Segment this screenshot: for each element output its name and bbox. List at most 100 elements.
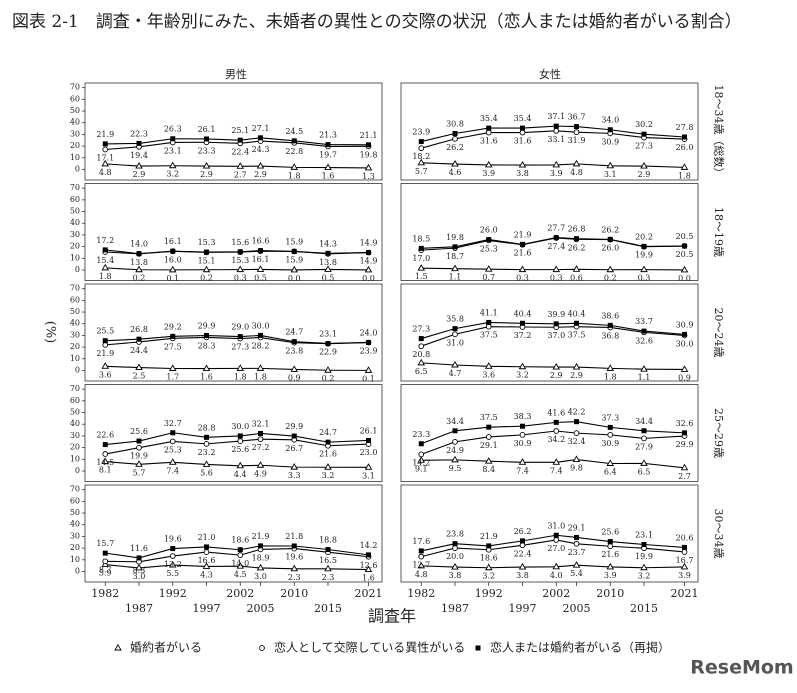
value-label: 4.8	[99, 168, 112, 177]
value-label: 3.9	[550, 169, 563, 178]
value-label: 15.3	[198, 238, 216, 247]
value-label: 29.9	[676, 440, 694, 449]
value-label: 30.0	[252, 321, 270, 330]
triangle-marker	[572, 159, 581, 167]
y-tick-label: 50	[70, 508, 80, 517]
value-label: 23.0	[360, 448, 378, 457]
value-label: 16.5	[319, 556, 337, 565]
triangle-marker	[256, 161, 265, 169]
square-marker	[170, 248, 176, 254]
panel-frame	[84, 283, 383, 382]
square-marker	[325, 547, 331, 553]
value-label: 18.7	[446, 252, 464, 261]
value-label: 4.8	[570, 168, 583, 177]
circle-marker	[102, 342, 109, 348]
triangle-marker	[417, 264, 426, 271]
triangle-marker	[606, 161, 615, 169]
value-label: 1.7	[166, 372, 179, 381]
y-tick-label: 0	[75, 566, 80, 575]
value-label: 1.3	[362, 172, 375, 181]
x-tick-label: 1997	[193, 602, 221, 615]
triangle-marker	[518, 265, 527, 273]
value-label: 33.1	[547, 135, 565, 144]
value-label: 20.0	[446, 552, 464, 561]
value-label: 1.1	[638, 373, 651, 382]
square-marker	[102, 247, 108, 253]
value-label: 18.5	[412, 234, 430, 243]
triangle-marker	[451, 264, 459, 272]
y-tick-label: 0	[75, 466, 80, 475]
triangle-marker	[364, 463, 373, 470]
triangle-marker	[572, 265, 581, 272]
y-tick-label: 70	[70, 384, 80, 393]
circle-marker	[607, 543, 614, 550]
square-marker	[418, 441, 424, 447]
value-label: 22.4	[514, 549, 532, 558]
value-label: 2.3	[322, 573, 335, 582]
triangle-marker	[680, 463, 689, 471]
square-marker	[291, 248, 297, 254]
value-label: 3.9	[604, 571, 617, 580]
circle-marker	[203, 441, 210, 447]
value-label: 3.2	[516, 371, 529, 380]
y-tick-label: 60	[70, 396, 80, 405]
value-label: 28.2	[252, 342, 270, 351]
value-label: 12.6	[360, 561, 378, 570]
circle-marker	[553, 537, 560, 543]
row-label: 18～19歳	[712, 207, 725, 257]
value-label: 17.6	[412, 537, 430, 546]
value-label: 37.5	[568, 331, 586, 340]
triangle-marker	[518, 362, 527, 370]
value-label: 8.4	[482, 465, 495, 474]
value-label: 23.9	[360, 347, 378, 356]
value-label: 24.0	[360, 328, 378, 337]
y-tick-label: 70	[70, 284, 80, 293]
legend-label: 恋人または婚約者がいる（再掲）	[490, 640, 670, 655]
square-marker	[237, 547, 243, 553]
triangle-marker	[680, 562, 689, 570]
value-label: 24.3	[252, 145, 270, 154]
value-label: 15.1	[198, 256, 216, 265]
circle-marker	[607, 432, 614, 438]
square-marker	[418, 548, 424, 554]
value-label: 3.9	[678, 571, 691, 580]
circle-marker	[452, 331, 458, 338]
value-label: 0.2	[604, 274, 617, 283]
value-label: 23.2	[198, 448, 216, 457]
value-label: 26.2	[568, 243, 586, 252]
value-label: 5.6	[200, 468, 213, 477]
value-label: 22.6	[96, 431, 114, 440]
triangle-marker	[168, 265, 177, 273]
value-label: 16.0	[164, 255, 182, 264]
y-tick-label: 50	[70, 307, 80, 316]
value-label: 2.5	[133, 372, 146, 381]
value-label: 0.3	[638, 274, 651, 283]
triangle-marker	[640, 459, 648, 466]
value-label: 25.5	[96, 327, 114, 336]
value-label: 26.2	[514, 527, 532, 536]
square-marker	[418, 139, 424, 145]
square-marker	[553, 321, 559, 327]
value-label: 24.9	[446, 446, 464, 455]
triangle-marker	[364, 565, 373, 573]
value-label: 30.9	[601, 439, 619, 448]
circle-marker	[136, 444, 142, 451]
square-marker	[607, 424, 613, 430]
square-marker	[136, 336, 142, 342]
triangle-marker	[101, 159, 110, 167]
x-tick-label: 2010	[596, 587, 624, 600]
circle-marker	[553, 127, 560, 134]
x-tick-label: 1992	[159, 587, 187, 600]
triangle-marker	[572, 362, 581, 370]
square-marker	[204, 136, 209, 142]
value-label: 2.7	[678, 472, 691, 481]
circle-marker	[573, 430, 580, 436]
value-label: 32.6	[635, 336, 653, 345]
y-tick-label: 30	[70, 531, 80, 540]
value-label: 40.4	[568, 309, 586, 318]
square-marker	[237, 433, 243, 439]
value-label: 1.8	[288, 171, 301, 180]
value-label: 15.9	[285, 237, 303, 246]
value-label: 0.9	[288, 373, 301, 382]
circle-marker	[452, 545, 458, 551]
